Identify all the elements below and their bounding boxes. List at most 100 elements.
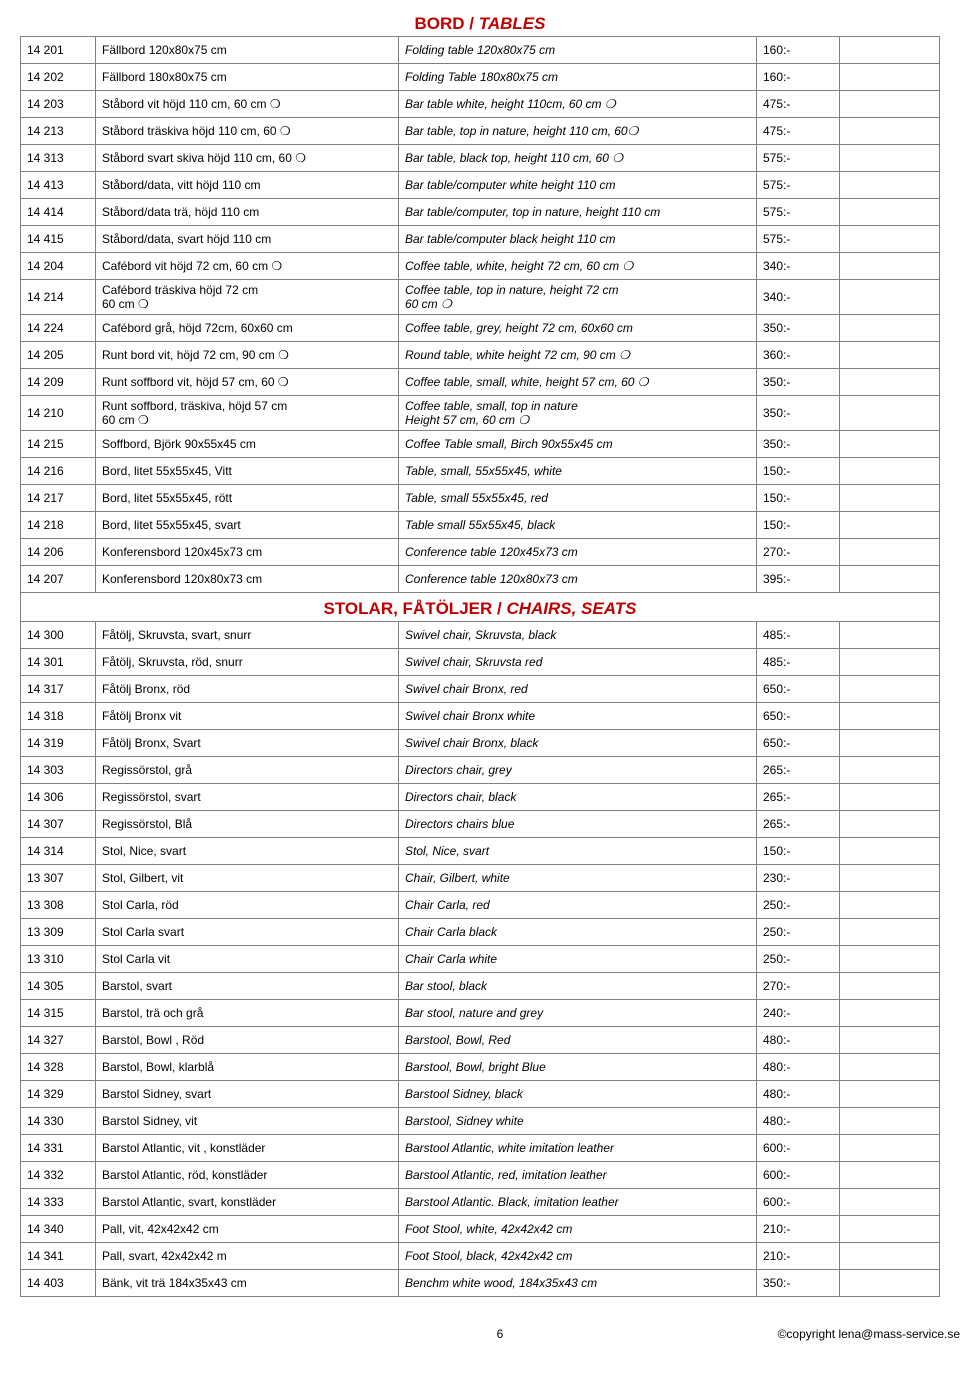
cell-last	[840, 431, 940, 458]
cell-code: 14 414	[21, 199, 96, 226]
copyright: ©copyright lena@mass-service.se	[653, 1327, 960, 1341]
cell-sv: Runt soffbord vit, höjd 57 cm, 60 ❍	[96, 369, 399, 396]
cell-code: 14 301	[21, 649, 96, 676]
table-row: 14 301Fåtölj, Skruvsta, röd, snurrSwivel…	[21, 649, 940, 676]
cell-code: 14 403	[21, 1270, 96, 1297]
heading-en: TABLES	[479, 14, 546, 33]
table-row: 14 306Regissörstol, svartDirectors chair…	[21, 784, 940, 811]
cell-price: 650:-	[757, 730, 840, 757]
cell-last	[840, 784, 940, 811]
table-row: 14 317Fåtölj Bronx, rödSwivel chair Bron…	[21, 676, 940, 703]
cell-last	[840, 64, 940, 91]
cell-sv: Barstol, Bowl, klarblå	[96, 1054, 399, 1081]
cell-en: Barstool Atlantic. Black, imitation leat…	[399, 1189, 757, 1216]
cell-price: 480:-	[757, 1027, 840, 1054]
cell-price: 480:-	[757, 1054, 840, 1081]
page: BORD / TABLES 14 201Fällbord 120x80x75 c…	[0, 0, 960, 1361]
cell-code: 13 309	[21, 919, 96, 946]
cell-last	[840, 649, 940, 676]
cell-sv: Pall, vit, 42x42x42 cm	[96, 1216, 399, 1243]
cell-last	[840, 1189, 940, 1216]
cell-price: 250:-	[757, 892, 840, 919]
cell-code: 14 300	[21, 622, 96, 649]
cell-en: Stol, Nice, svart	[399, 838, 757, 865]
table-row: 14 328Barstol, Bowl, klarblåBarstool, Bo…	[21, 1054, 940, 1081]
footer: 6 ©copyright lena@mass-service.se	[20, 1327, 960, 1341]
table-row: 14 307Regissörstol, BlåDirectors chairs …	[21, 811, 940, 838]
cell-en: Barstool Atlantic, red, imitation leathe…	[399, 1162, 757, 1189]
cell-sv: Barstol, trä och grå	[96, 1000, 399, 1027]
cell-code: 14 340	[21, 1216, 96, 1243]
cell-price: 350:-	[757, 1270, 840, 1297]
cell-last	[840, 757, 940, 784]
cell-code: 14 214	[21, 280, 96, 315]
table-row: 14 224Cafébord grå, höjd 72cm, 60x60 cmC…	[21, 315, 940, 342]
page-number: 6	[347, 1327, 654, 1341]
cell-last	[840, 1243, 940, 1270]
cell-sv: Stol Carla svart	[96, 919, 399, 946]
cell-last	[840, 919, 940, 946]
cell-price: 395:-	[757, 566, 840, 593]
cell-en: Foot Stool, black, 42x42x42 cm	[399, 1243, 757, 1270]
cell-code: 14 217	[21, 485, 96, 512]
cell-sv: Barstol Atlantic, röd, konstläder	[96, 1162, 399, 1189]
cell-last	[840, 566, 940, 593]
cell-en: Barstool, Bowl, Red	[399, 1027, 757, 1054]
cell-code: 14 306	[21, 784, 96, 811]
cell-last	[840, 485, 940, 512]
cell-en: Barstool Atlantic, white imitation leath…	[399, 1135, 757, 1162]
cell-sv: Barstol Sidney, svart	[96, 1081, 399, 1108]
cell-code: 14 314	[21, 838, 96, 865]
cell-sv: Fåtölj Bronx, röd	[96, 676, 399, 703]
cell-code: 14 341	[21, 1243, 96, 1270]
cell-sv: Fällbord 180x80x75 cm	[96, 64, 399, 91]
table-row: 14 201Fällbord 120x80x75 cmFolding table…	[21, 37, 940, 64]
cell-en: Foot Stool, white, 42x42x42 cm	[399, 1216, 757, 1243]
cell-sv: Barstol, Bowl , Röd	[96, 1027, 399, 1054]
cell-code: 14 307	[21, 811, 96, 838]
cell-price: 485:-	[757, 622, 840, 649]
cell-price: 160:-	[757, 64, 840, 91]
cell-price: 475:-	[757, 91, 840, 118]
cell-code: 14 317	[21, 676, 96, 703]
cell-price: 150:-	[757, 512, 840, 539]
cell-en: Bar stool, black	[399, 973, 757, 1000]
cell-sv: Ståbord svart skiva höjd 110 cm, 60 ❍	[96, 145, 399, 172]
table-row: 14 330Barstol Sidney, vitBarstool, Sidne…	[21, 1108, 940, 1135]
table-row: 14 303Regissörstol, gråDirectors chair, …	[21, 757, 940, 784]
cell-en: Coffee table, small, white, height 57 cm…	[399, 369, 757, 396]
table-row: 14 204Cafébord vit höjd 72 cm, 60 cm ❍Co…	[21, 253, 940, 280]
cell-en: Swivel chair Bronx white	[399, 703, 757, 730]
cell-code: 14 210	[21, 396, 96, 431]
cell-price: 350:-	[757, 431, 840, 458]
cell-sv: Regissörstol, Blå	[96, 811, 399, 838]
cell-en: Bar table, top in nature, height 110 cm,…	[399, 118, 757, 145]
cell-price: 250:-	[757, 919, 840, 946]
cell-code: 14 305	[21, 973, 96, 1000]
cell-en: Bar table, black top, height 110 cm, 60 …	[399, 145, 757, 172]
table-row: 14 300Fåtölj, Skruvsta, svart, snurrSwiv…	[21, 622, 940, 649]
cell-price: 480:-	[757, 1108, 840, 1135]
cell-en: Directors chair, black	[399, 784, 757, 811]
cell-en: Conference table 120x80x73 cm	[399, 566, 757, 593]
cell-sv: Bord, litet 55x55x45, rött	[96, 485, 399, 512]
cell-sv: Ståbord/data trä, höjd 110 cm	[96, 199, 399, 226]
table-row: 14 203Ståbord vit höjd 110 cm, 60 cm ❍Ba…	[21, 91, 940, 118]
cell-price: 575:-	[757, 172, 840, 199]
cell-price: 480:-	[757, 1081, 840, 1108]
cell-code: 14 313	[21, 145, 96, 172]
table-row: 14 327Barstol, Bowl , RödBarstool, Bowl,…	[21, 1027, 940, 1054]
cell-last	[840, 369, 940, 396]
cell-code: 13 308	[21, 892, 96, 919]
cell-code: 14 318	[21, 703, 96, 730]
cell-sv: Fällbord 120x80x75 cm	[96, 37, 399, 64]
cell-price: 265:-	[757, 757, 840, 784]
cell-code: 14 329	[21, 1081, 96, 1108]
cell-en: Barstool, Sidney white	[399, 1108, 757, 1135]
cell-en: Bar table/computer white height 110 cm	[399, 172, 757, 199]
table-row: 13 310Stol Carla vitChair Carla white250…	[21, 946, 940, 973]
cell-sv: Cafébord grå, höjd 72cm, 60x60 cm	[96, 315, 399, 342]
cell-en: Swivel chair Bronx, red	[399, 676, 757, 703]
cell-sv: Konferensbord 120x80x73 cm	[96, 566, 399, 593]
cell-sv: Konferensbord 120x45x73 cm	[96, 539, 399, 566]
